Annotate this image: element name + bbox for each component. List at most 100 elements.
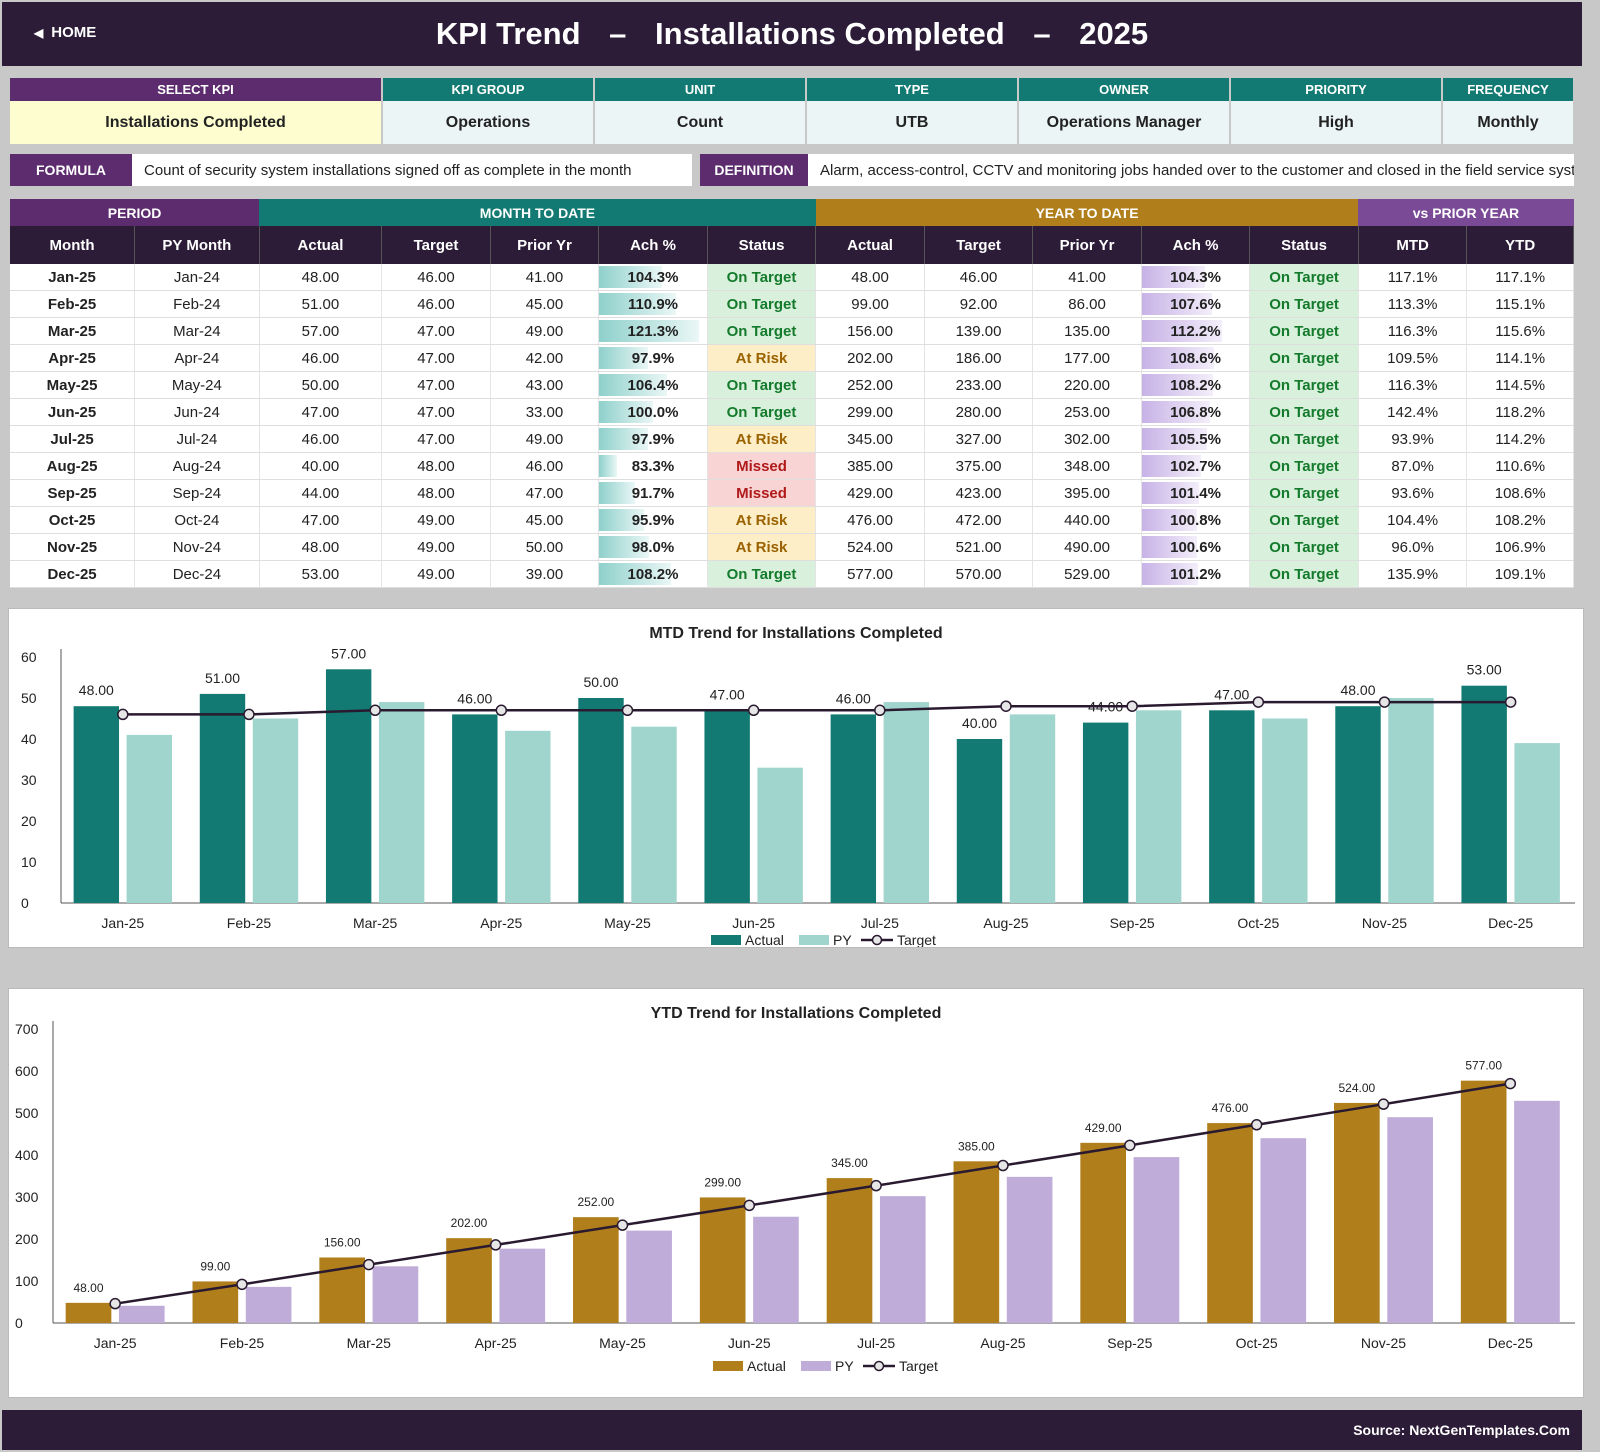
mtd-ach-cell: 95.9% <box>598 506 708 535</box>
data-label: 345.00 <box>831 1156 868 1170</box>
ach-value: 105.5% <box>1170 430 1221 448</box>
data-label: 156.00 <box>324 1235 361 1249</box>
ach-value: 100.6% <box>1170 538 1221 556</box>
status-badge: On Target <box>707 560 817 589</box>
y-tick-label: 300 <box>15 1189 39 1205</box>
ach-databar <box>1141 428 1208 451</box>
vs-mtd-cell: 93.6% <box>1358 479 1468 508</box>
bar-actual <box>578 698 624 903</box>
ach-value: 101.2% <box>1170 565 1221 583</box>
data-label: 50.00 <box>583 674 618 690</box>
status-badge: On Target <box>1249 425 1359 454</box>
bar-actual <box>1334 1102 1380 1323</box>
ach-databar <box>1141 320 1222 343</box>
legend-label-py: PY <box>835 1358 854 1374</box>
ach-databar <box>599 374 667 397</box>
x-tick-label: Dec-25 <box>1488 1335 1533 1351</box>
status-badge: On Target <box>1249 533 1359 562</box>
x-tick-label: Sep-25 <box>1107 1335 1152 1351</box>
mtd-target-cell: 49.00 <box>381 533 491 562</box>
column-header: Actual <box>815 226 925 264</box>
footer-bar: Source: NextGenTemplates.Com <box>2 1410 1582 1450</box>
ach-value: 100.0% <box>627 403 679 421</box>
vs-ytd-cell: 115.1% <box>1466 290 1574 319</box>
ytd-prior-cell: 41.00 <box>1032 264 1142 292</box>
bar-actual <box>325 669 372 903</box>
bar-py <box>1133 1157 1180 1323</box>
mtd-target-cell: 48.00 <box>381 479 491 508</box>
column-header: Actual <box>259 226 383 264</box>
ytd-actual-cell: 48.00 <box>815 264 925 292</box>
ytd-ach-cell: 100.8% <box>1141 506 1251 535</box>
target-point <box>616 1219 629 1231</box>
ach-databar <box>599 563 671 586</box>
ach-databar <box>599 536 649 559</box>
bar-actual <box>953 1161 1000 1323</box>
vs-ytd-cell: 106.9% <box>1466 533 1574 562</box>
bar-actual <box>1080 1142 1127 1323</box>
table-row: Oct-25 Oct-24 47.00 49.00 45.00 95.9% At Risk 4… <box>10 506 1574 535</box>
mtd-target-cell: 49.00 <box>381 560 491 589</box>
home-label: HOME <box>51 24 97 41</box>
y-tick-label: 30 <box>21 772 37 788</box>
x-tick-label: Jun-25 <box>732 915 775 931</box>
x-tick-label: Mar-25 <box>353 915 398 931</box>
legend-label-actual: Actual <box>745 932 784 947</box>
ach-value: 100.8% <box>1170 511 1221 529</box>
status-badge: At Risk <box>707 533 817 562</box>
mtd-actual-cell: 47.00 <box>259 506 383 535</box>
target-point <box>997 1159 1009 1172</box>
kpi-data-table: PERIOD MONTH TO DATE YEAR TO DATE vs PRI… <box>10 199 1574 589</box>
ytd-prior-cell: 86.00 <box>1032 290 1142 319</box>
mtd-target-cell: 47.00 <box>381 371 491 400</box>
ach-databar <box>1141 509 1198 532</box>
ach-databar <box>599 293 677 316</box>
ach-value: 102.7% <box>1170 457 1221 475</box>
mtd-actual-cell: 50.00 <box>259 371 383 400</box>
legend-swatch-py <box>801 1361 831 1371</box>
legend-label-py: PY <box>833 932 852 947</box>
ach-value: 104.3% <box>1170 268 1221 286</box>
bar-py <box>1387 1117 1433 1323</box>
mtd-prior-cell: 50.00 <box>490 533 600 562</box>
month-cell: Feb-25 <box>10 290 136 319</box>
bar-actual <box>1209 710 1255 903</box>
column-header: Month <box>10 226 136 264</box>
target-point <box>1124 1139 1136 1152</box>
mtd-prior-cell: 42.00 <box>490 344 600 373</box>
vs-ytd-cell: 115.6% <box>1466 317 1574 346</box>
bar-py <box>1260 1138 1307 1323</box>
target-line <box>122 700 1511 716</box>
ytd-target-cell: 280.00 <box>924 398 1034 427</box>
status-badge: On Target <box>1249 344 1359 373</box>
home-button[interactable]: ◀ HOME <box>34 24 96 41</box>
mtd-actual-cell: 44.00 <box>259 479 383 508</box>
x-tick-label: Apr-25 <box>480 915 522 931</box>
status-badge: On Target <box>1249 398 1359 427</box>
target-point <box>870 1179 882 1192</box>
ytd-prior-cell: 177.00 <box>1032 344 1142 373</box>
x-tick-label: Jul-25 <box>857 1335 895 1351</box>
data-label: 57.00 <box>331 645 366 661</box>
ytd-prior-cell: 348.00 <box>1032 452 1142 481</box>
x-tick-label: Feb-25 <box>227 915 272 931</box>
vs-ytd-cell: 114.1% <box>1466 344 1574 373</box>
bar-py <box>1135 710 1182 903</box>
month-cell: Sep-25 <box>10 479 136 508</box>
ytd-prior-cell: 529.00 <box>1032 560 1142 589</box>
ytd-target-cell: 375.00 <box>924 452 1034 481</box>
vs-ytd-cell: 118.2% <box>1466 398 1574 427</box>
data-label: 48.00 <box>73 1281 103 1295</box>
ytd-actual-cell: 429.00 <box>815 479 925 508</box>
table-row: Aug-25 Aug-24 40.00 48.00 46.00 83.3% Missed 38… <box>10 452 1574 481</box>
legend-marker-target <box>871 934 883 946</box>
month-cell: Mar-25 <box>10 317 136 346</box>
month-cell: May-25 <box>10 371 136 400</box>
table-row: Jun-25 Jun-24 47.00 47.00 33.00 100.0% On Targ… <box>10 398 1574 427</box>
mtd-chart-panel: MTD Trend for Installations Completed 0 1… <box>8 608 1584 948</box>
kpi-select-dropdown[interactable]: Installations Completed <box>10 101 383 144</box>
x-tick-label: Jul-25 <box>861 915 899 931</box>
owner-header: OWNER <box>1018 78 1231 101</box>
status-badge: On Target <box>707 290 817 319</box>
py-month-cell: Apr-24 <box>134 344 260 373</box>
